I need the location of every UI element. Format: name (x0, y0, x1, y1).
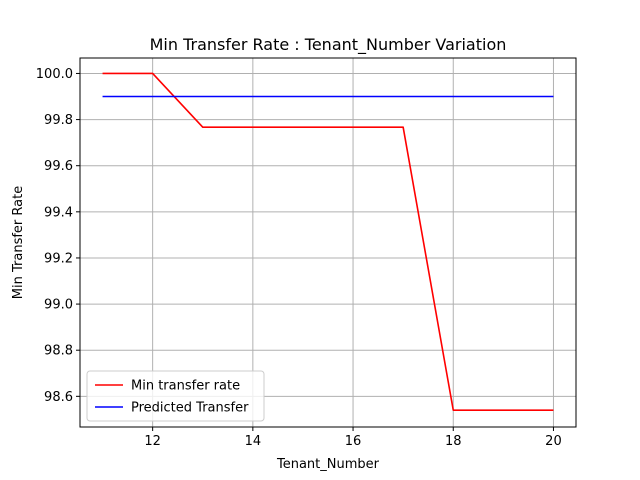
y-tick-label: 99.0 (44, 298, 73, 313)
x-tick-label: 16 (345, 434, 362, 449)
y-tick-label: 98.8 (44, 344, 73, 359)
y-tick-label: 98.6 (44, 390, 73, 405)
x-tick-label: 14 (245, 434, 262, 449)
x-tick-label: 18 (445, 434, 462, 449)
y-axis-ticks: 98.6 98.8 99.0 99.2 99.4 99.6 99.8 100.0 (36, 67, 80, 405)
legend-label-2: Predicted Transfer (131, 401, 249, 416)
legend: Min transfer rate Predicted Transfer (86, 370, 265, 422)
grid (80, 58, 576, 427)
x-tick-label: 20 (545, 434, 562, 449)
x-axis-ticks: 12 14 16 18 20 (144, 427, 562, 449)
series-lines (102, 72, 554, 411)
y-tick-label: 100.0 (36, 67, 73, 82)
series-line-1 (102, 72, 554, 411)
y-tick-label: 99.4 (44, 205, 73, 220)
y-tick-label: 99.8 (44, 113, 73, 128)
legend-items: Min transfer rate Predicted Transfer (95, 379, 249, 416)
y-axis-label: Min Transfer Rate (11, 186, 26, 299)
plot-area-frame (79, 57, 577, 428)
x-axis-label: Tenant_Number (276, 457, 380, 472)
chart-title: Min Transfer Rate : Tenant_Number Variat… (150, 35, 507, 55)
legend-label-1: Min transfer rate (131, 379, 240, 394)
x-tick-label: 12 (144, 434, 161, 449)
y-tick-label: 99.6 (44, 159, 73, 174)
y-tick-label: 99.2 (44, 251, 73, 266)
legend-box (86, 370, 265, 422)
